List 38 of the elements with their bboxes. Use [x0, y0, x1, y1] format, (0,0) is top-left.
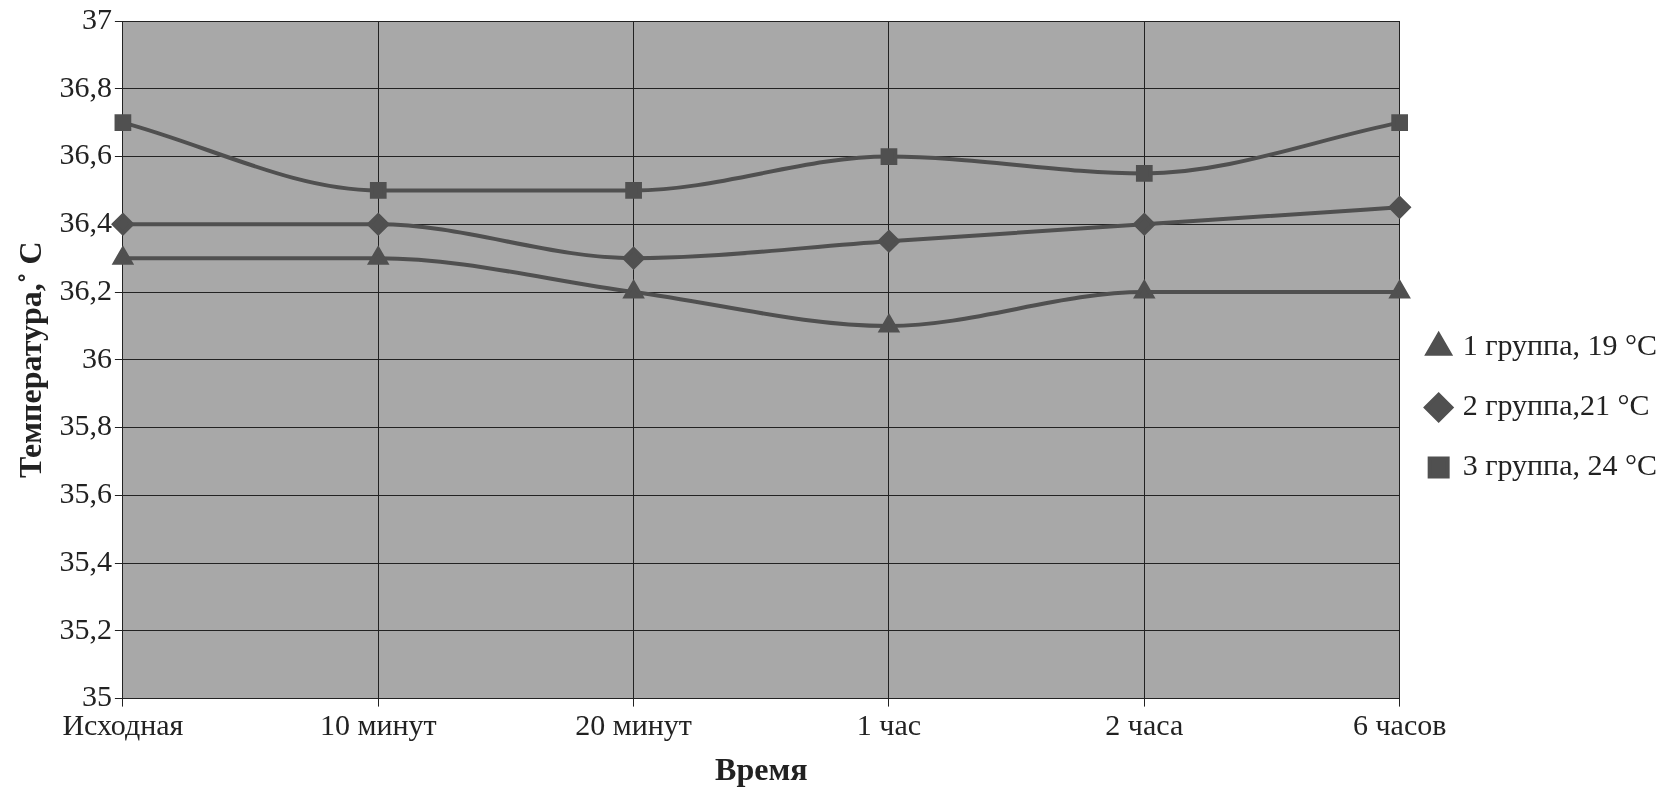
point [114, 114, 132, 131]
legend-label: 3 группа, 24 °С [1462, 448, 1657, 482]
x-axis-title: Время [715, 751, 808, 788]
point [113, 247, 133, 265]
x-tick-label: 6 часов [1352, 708, 1447, 742]
x-tick-label: 20 минут [575, 708, 692, 742]
y-tick-label: 36,8 [59, 69, 112, 103]
point [1391, 114, 1409, 131]
y-tick-label: 36 [81, 340, 112, 374]
point [1388, 196, 1411, 219]
legend-label: 1 группа, 19 °С [1462, 328, 1657, 362]
y-tick-label: 35,2 [59, 611, 112, 645]
y-tick-label: 35,6 [59, 476, 112, 510]
y-axis-title: Температура,˚ С [12, 241, 49, 479]
point [622, 247, 645, 270]
point [111, 213, 134, 236]
point [1134, 281, 1155, 299]
y-tick-label: 35,4 [59, 543, 112, 577]
y-tick-label: 36,6 [59, 137, 112, 171]
point [1133, 213, 1156, 236]
point [1135, 165, 1153, 182]
point [369, 182, 387, 199]
point [623, 281, 644, 299]
point [625, 182, 642, 199]
x-tick-label: 10 минут [319, 708, 437, 742]
y-tick-label: 35,8 [59, 408, 112, 442]
x-tick-label: 1 час [856, 708, 922, 742]
point [367, 213, 390, 236]
legend-label: 2 группа,21 °С [1462, 388, 1650, 422]
x-tick-label: 2 часа [1105, 708, 1184, 742]
point [1389, 281, 1410, 299]
point [879, 314, 899, 333]
point [877, 230, 900, 253]
point [880, 148, 898, 165]
y-tick-label: 37 [81, 1, 112, 35]
point [368, 247, 389, 265]
y-tick-label: 36,2 [59, 272, 112, 306]
y-tick-label: 36,4 [59, 205, 112, 239]
